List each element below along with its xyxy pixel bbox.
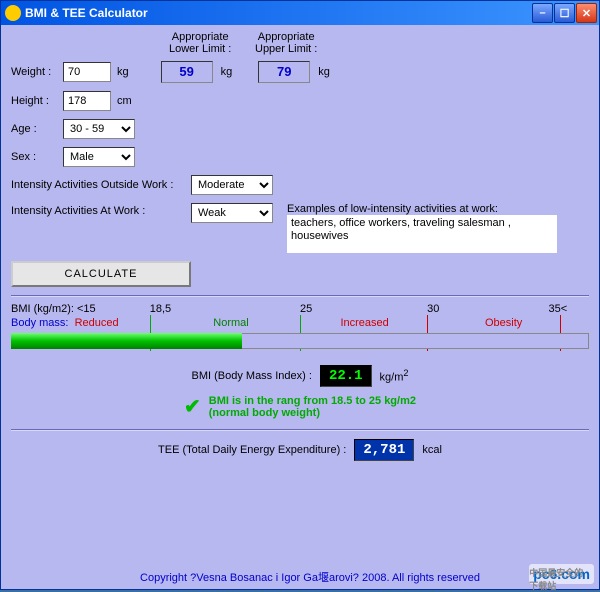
lower-limit-label: Appropriate Lower Limit : [169,31,231,55]
activity-work-row: Intensity Activities At Work : Weak Exam… [11,203,589,253]
app-window: BMI & TEE Calculator – ☐ ✕ Appropriate L… [0,0,600,590]
height-row: Height : cm [11,91,589,111]
lower-limit-unit: kg [221,66,233,78]
age-row: Age : 30 - 59 [11,119,589,139]
sex-row: Sex : Male [11,147,589,167]
example-col: Examples of low-intensity activities at … [287,203,557,253]
bmi-value: 22.1 [320,365,372,387]
activity-outside-select[interactable]: Moderate [191,175,273,195]
activity-work-label: Intensity Activities At Work : [11,203,191,217]
weight-input[interactable] [63,62,111,82]
age-label: Age : [11,123,63,135]
weight-row: Weight : kg 59 kg 79 kg [11,61,589,83]
upper-limit-value: 79 [258,61,310,83]
bmi-bar [11,333,589,349]
activity-outside-label: Intensity Activities Outside Work : [11,179,191,191]
height-label: Height : [11,95,63,107]
example-label: Examples of low-intensity activities at … [287,203,557,215]
bmi-bar-fill [11,333,242,349]
upper-limit-label: Appropriate Upper Limit : [255,31,317,55]
scale-tick-185: 18,5 [150,303,171,315]
activity-work-select[interactable]: Weak [191,203,273,223]
close-button[interactable]: ✕ [576,3,597,23]
minimize-button[interactable]: – [532,3,553,23]
scale-normal: Normal [213,317,248,329]
calculate-button[interactable]: CALCULATE [11,261,191,287]
bmi-msg-1: BMI is in the rang from 18.5 to 25 kg/m2 [209,395,416,407]
titlebar: BMI & TEE Calculator – ☐ ✕ [1,1,599,25]
age-select[interactable]: 30 - 59 [63,119,135,139]
tee-label: TEE (Total Daily Energy Expenditure) : [158,444,346,456]
tee-row: TEE (Total Daily Energy Expenditure) : 2… [11,439,589,461]
window-buttons: – ☐ ✕ [532,3,597,23]
copyright: Copyright ?Vesna Bosanac i Igor Ga堰arovi… [11,569,600,585]
sex-select[interactable]: Male [63,147,135,167]
scale-obesity: Obesity [485,317,522,329]
upper-limit-unit: kg [318,66,330,78]
bmi-message: BMI is in the rang from 18.5 to 25 kg/m2… [209,395,416,419]
scale-tick-30: 30 [427,303,439,315]
weight-label: Weight : [11,66,63,78]
scale-tick-35: 35< [549,303,568,315]
window-title: BMI & TEE Calculator [25,6,532,20]
lower-limit-value: 59 [161,61,213,83]
scale-increased: Increased [340,317,388,329]
activity-outside-row: Intensity Activities Outside Work : Mode… [11,175,589,195]
scale-header: BMI (kg/m2): <15 [11,303,96,315]
bmi-unit: kg/m2 [380,368,409,384]
check-icon: ✔ [184,394,201,419]
bmi-scale: BMI (kg/m2): <15 18,5 25 30 35< Body mas… [11,303,589,353]
scale-reduced: Reduced [75,317,119,329]
watermark-sub: 中国最安全的下载站 [529,566,588,592]
bmi-msg-2: (normal body weight) [209,407,416,419]
bmi-result-row: BMI (Body Mass Index) : 22.1 kg/m2 [11,365,589,387]
calc-row: CALCULATE [11,261,589,287]
tee-value: 2,781 [354,439,414,461]
scale-tick-25: 25 [300,303,312,315]
bmi-label: BMI (Body Mass Index) : [192,370,312,382]
client-area: Appropriate Lower Limit : Appropriate Up… [1,25,599,589]
app-icon [5,5,21,21]
bmi-msg-row: ✔ BMI is in the rang from 18.5 to 25 kg/… [11,395,589,419]
maximize-button[interactable]: ☐ [554,3,575,23]
scale-body-mass: Body mass: [11,317,68,329]
divider-1 [11,295,589,297]
divider-2 [11,429,589,431]
sex-label: Sex : [11,151,63,163]
tee-unit: kcal [422,444,442,456]
height-unit: cm [117,95,132,107]
height-input[interactable] [63,91,111,111]
watermark: pc6.com 中国最安全的下载站 [529,564,594,584]
weight-unit: kg [117,66,129,78]
example-text: teachers, office workers, traveling sale… [287,215,557,253]
